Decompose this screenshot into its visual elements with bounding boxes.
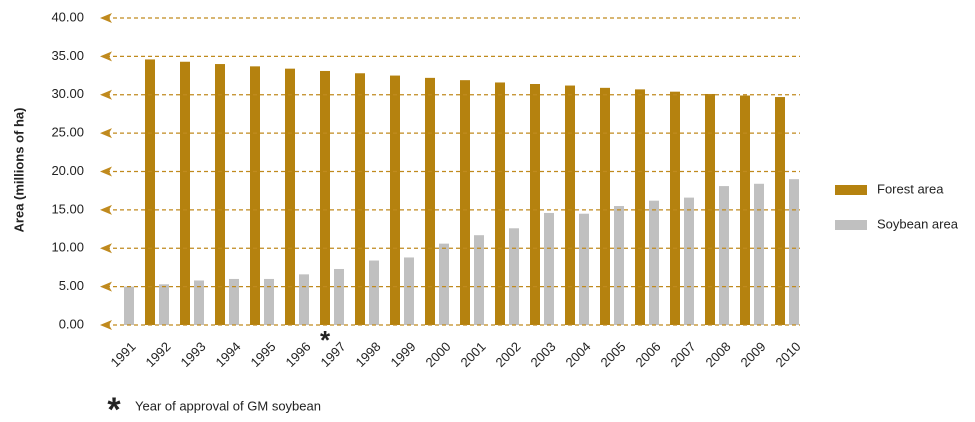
legend-label: Soybean area [877, 216, 959, 231]
bar [509, 228, 519, 325]
y-tick-label: 15.00 [51, 201, 84, 216]
bar [194, 280, 204, 325]
bar [355, 73, 365, 325]
bar [124, 286, 134, 325]
bar [334, 268, 344, 325]
grid-arrow [100, 13, 112, 23]
x-tick-label: 2002 [492, 339, 523, 370]
y-tick-label: 35.00 [51, 48, 84, 63]
bar [264, 278, 274, 325]
bar [649, 200, 659, 325]
bar [719, 186, 729, 325]
bar [180, 61, 190, 326]
legend-label: Forest area [877, 181, 944, 196]
y-tick-label: 10.00 [51, 240, 84, 255]
bar [684, 197, 694, 325]
x-tick-label: 1998 [352, 339, 383, 370]
x-tick-label: 2000 [422, 339, 453, 370]
footnote-text: Year of approval of GM soybean [135, 398, 321, 413]
y-tick-label: 0.00 [59, 316, 84, 331]
bar [460, 80, 470, 325]
bar [635, 89, 645, 325]
bar [670, 91, 680, 326]
bar [299, 274, 309, 325]
grid-arrow [100, 128, 112, 139]
bar [250, 66, 260, 325]
bar [404, 257, 414, 325]
grid-arrow [100, 89, 112, 100]
bar [754, 183, 764, 325]
bar [439, 243, 449, 325]
y-tick-label: 5.00 [59, 278, 84, 293]
bar [579, 213, 589, 325]
x-tick-label: 2001 [457, 339, 488, 370]
bar [390, 75, 400, 325]
bar [775, 97, 785, 326]
bar [530, 84, 540, 325]
bar [159, 284, 169, 325]
grid-arrow [100, 166, 112, 177]
y-tick-label: 40.00 [51, 9, 84, 24]
bar [229, 278, 239, 325]
x-tick-label: 1999 [387, 339, 418, 370]
x-tick-label: 2004 [562, 339, 593, 370]
bar [425, 77, 435, 326]
legend-swatch [835, 220, 867, 230]
bar [614, 206, 624, 325]
grid-arrow [100, 51, 112, 62]
footnote-marker: * [107, 391, 121, 422]
y-tick-label: 30.00 [51, 86, 84, 101]
bar [789, 179, 799, 325]
x-tick-label: 2003 [527, 339, 558, 370]
x-tick-label: 1993 [177, 339, 208, 370]
bar [495, 82, 505, 325]
y-axis-label: Area (millions of ha) [11, 108, 26, 233]
grid-arrow [100, 281, 112, 292]
bar [320, 70, 330, 326]
annotation-marker: * [320, 325, 331, 355]
x-tick-label: 2008 [702, 339, 733, 370]
bar [474, 235, 484, 325]
bar [369, 260, 379, 325]
grid-arrow [100, 320, 112, 330]
bar [145, 59, 155, 325]
x-tick-label: 1995 [247, 339, 278, 370]
y-tick-label: 25.00 [51, 125, 84, 140]
bar [600, 87, 610, 325]
x-tick-label: 2009 [737, 339, 768, 370]
x-tick-label: 1996 [282, 339, 313, 370]
x-tick-label: 1994 [212, 339, 243, 370]
x-tick-label: 1992 [142, 339, 173, 370]
x-tick-label: 2007 [667, 339, 698, 370]
x-tick-label: 2010 [772, 339, 803, 370]
x-tick-label: 2005 [597, 339, 628, 370]
bar [215, 64, 225, 326]
bar [285, 68, 295, 325]
grid-arrow [100, 243, 112, 254]
grid-arrow [100, 204, 112, 215]
x-tick-label: 1991 [107, 339, 138, 370]
y-tick-label: 20.00 [51, 163, 84, 178]
legend-swatch [835, 185, 867, 195]
bar [565, 85, 575, 325]
bar [544, 212, 554, 325]
x-tick-label: 2006 [632, 339, 663, 370]
